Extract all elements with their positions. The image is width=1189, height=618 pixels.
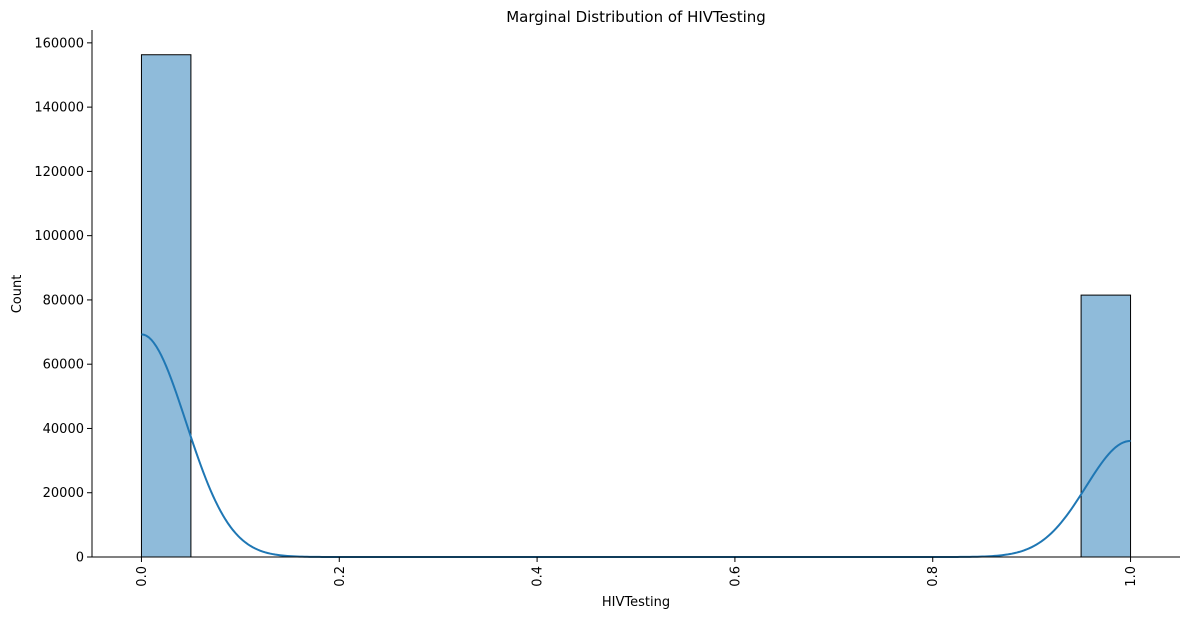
x-tick-label: 0.2	[333, 566, 348, 587]
y-tick-label: 120000	[34, 165, 84, 180]
kde-curve	[141, 333, 1131, 558]
y-tick-label: 0	[76, 551, 84, 566]
histogram-bar-0	[140, 54, 192, 558]
y-tick-label: 20000	[43, 486, 84, 501]
y-tick-label: 40000	[43, 422, 84, 437]
y-tick-label: 60000	[43, 358, 84, 373]
kde-layer	[141, 333, 1131, 558]
y-tick-label: 80000	[43, 293, 84, 308]
x-tick-label: 0.0	[135, 566, 150, 587]
histogram-bar-1	[1080, 294, 1132, 558]
x-axis-label: HIVTesting	[602, 595, 670, 610]
bars-layer	[140, 54, 1132, 558]
x-tick-label: 0.6	[728, 566, 743, 587]
y-axis-label: Count	[10, 275, 25, 314]
x-axis-ticks: 0.0 0.2 0.4 0.6 0.8 1.0	[135, 557, 1139, 587]
y-axis-ticks: 0 20000 40000 60000 80000 100000 120000 140000 1…	[34, 36, 92, 566]
x-tick-label: 1.0	[1124, 566, 1139, 587]
y-tick-label: 160000	[34, 36, 84, 51]
y-tick-label: 140000	[34, 101, 84, 116]
x-tick-label: 0.8	[926, 566, 941, 587]
y-tick-label: 100000	[34, 229, 84, 244]
chart-title: Marginal Distribution of HIVTesting	[506, 8, 766, 26]
x-tick-label: 0.4	[531, 566, 546, 587]
